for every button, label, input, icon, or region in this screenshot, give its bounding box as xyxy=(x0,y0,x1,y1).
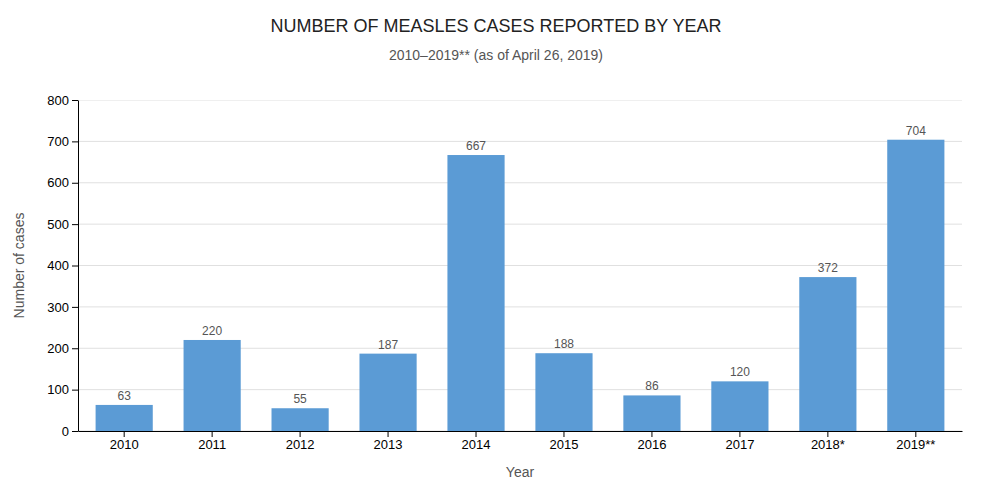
y-tick-mark xyxy=(72,431,78,432)
x-tick: 2017 xyxy=(725,431,754,452)
y-tick-mark xyxy=(72,141,78,142)
data-labels: 63 220 55 187 667 188 86 120 372 704 xyxy=(117,124,926,407)
x-tick-mark xyxy=(476,431,477,437)
y-tick-label: 800 xyxy=(47,93,69,108)
y-tick-label: 600 xyxy=(47,175,69,190)
x-tick: 2018* xyxy=(811,431,845,452)
grid-line xyxy=(78,100,962,101)
y-tick-mark xyxy=(72,224,78,225)
data-label: 55 xyxy=(293,392,307,406)
y-tick-label: 100 xyxy=(47,382,69,397)
y-tick-mark xyxy=(72,307,78,308)
plot-area: 6322055187667188861203727042010201120122… xyxy=(11,93,963,480)
y-tick-mark xyxy=(72,183,78,184)
data-label: 187 xyxy=(378,338,398,352)
y-tick-mark xyxy=(72,390,78,391)
y-tick: 800 xyxy=(47,93,78,108)
grid xyxy=(78,100,962,431)
grid-line xyxy=(78,224,962,225)
bar xyxy=(359,354,416,431)
x-tick: 2014 xyxy=(462,431,491,452)
x-axis: 2010 2011 2012 2013 2014 2015 2016 2017 2018* 201… xyxy=(79,431,963,452)
bar xyxy=(623,395,680,431)
x-tick: 2010 xyxy=(110,431,139,452)
bar xyxy=(184,340,241,431)
x-tick: 2015 xyxy=(550,431,579,452)
y-tick: 400 xyxy=(47,258,78,273)
y-tick: 200 xyxy=(47,341,78,356)
y-tick: 500 xyxy=(47,217,78,232)
bar xyxy=(535,353,592,431)
x-tick-label: 2010 xyxy=(110,437,139,452)
y-tick: 0 xyxy=(62,424,78,439)
y-tick-label: 300 xyxy=(47,300,69,315)
bar xyxy=(887,140,944,431)
y-axis: 0 100 200 300 400 500 600 700 800 xyxy=(47,93,78,439)
x-tick-label: 2018* xyxy=(811,437,845,452)
x-tick-mark xyxy=(212,431,213,437)
bar xyxy=(711,381,768,431)
x-tick-mark xyxy=(300,431,301,437)
x-axis-title: Year xyxy=(506,464,535,480)
x-tick-mark xyxy=(827,431,828,437)
x-axis-line xyxy=(79,431,963,432)
bar xyxy=(272,408,329,431)
x-tick-mark xyxy=(739,431,740,437)
data-label: 120 xyxy=(730,365,750,379)
y-tick-label: 700 xyxy=(47,134,69,149)
x-tick-mark xyxy=(388,431,389,437)
y-tick: 100 xyxy=(47,382,78,397)
x-tick: 2019** xyxy=(896,431,935,452)
x-tick-label: 2019** xyxy=(896,437,935,452)
grid-line xyxy=(78,182,962,183)
y-tick-mark xyxy=(72,100,78,101)
y-tick-label: 200 xyxy=(47,341,69,356)
x-tick-label: 2017 xyxy=(725,437,754,452)
x-tick-label: 2013 xyxy=(374,437,403,452)
y-tick-label: 500 xyxy=(47,217,69,232)
y-axis-line xyxy=(78,101,79,432)
y-tick: 600 xyxy=(47,175,78,190)
chart-svg: NUMBER OF MEASLES CASES REPORTED BY YEAR… xyxy=(0,0,992,493)
data-label: 704 xyxy=(906,124,926,138)
data-label: 63 xyxy=(117,389,131,403)
y-tick-mark xyxy=(72,348,78,349)
bars xyxy=(96,140,945,431)
y-tick-label: 0 xyxy=(62,424,69,439)
x-tick: 2016 xyxy=(637,431,666,452)
data-label: 86 xyxy=(645,379,659,393)
data-label: 188 xyxy=(554,337,574,351)
grid-line xyxy=(78,141,962,142)
title: NUMBER OF MEASLES CASES REPORTED BY YEAR xyxy=(270,16,721,36)
x-tick-label: 2012 xyxy=(286,437,315,452)
y-tick: 700 xyxy=(47,134,78,149)
y-tick-mark xyxy=(72,266,78,267)
y-tick-label: 400 xyxy=(47,258,69,273)
x-tick-mark xyxy=(563,431,564,437)
x-tick-mark xyxy=(915,431,916,437)
x-tick-label: 2015 xyxy=(550,437,579,452)
x-tick-mark xyxy=(124,431,125,437)
x-tick-mark xyxy=(651,431,652,437)
data-label: 220 xyxy=(202,324,222,338)
x-tick: 2012 xyxy=(286,431,315,452)
x-tick-label: 2014 xyxy=(462,437,491,452)
x-tick: 2013 xyxy=(374,431,403,452)
data-label: 372 xyxy=(818,261,838,275)
y-tick: 300 xyxy=(47,300,78,315)
y-axis-title: Number of cases xyxy=(11,213,27,319)
bar xyxy=(96,405,153,431)
x-tick-label: 2016 xyxy=(637,437,666,452)
x-tick: 2011 xyxy=(198,431,226,452)
data-label: 667 xyxy=(466,139,486,153)
bar xyxy=(799,277,856,431)
bar xyxy=(447,155,504,431)
x-tick-label: 2011 xyxy=(198,437,226,452)
subtitle: 2010–2019** (as of April 26, 2019) xyxy=(389,47,603,63)
